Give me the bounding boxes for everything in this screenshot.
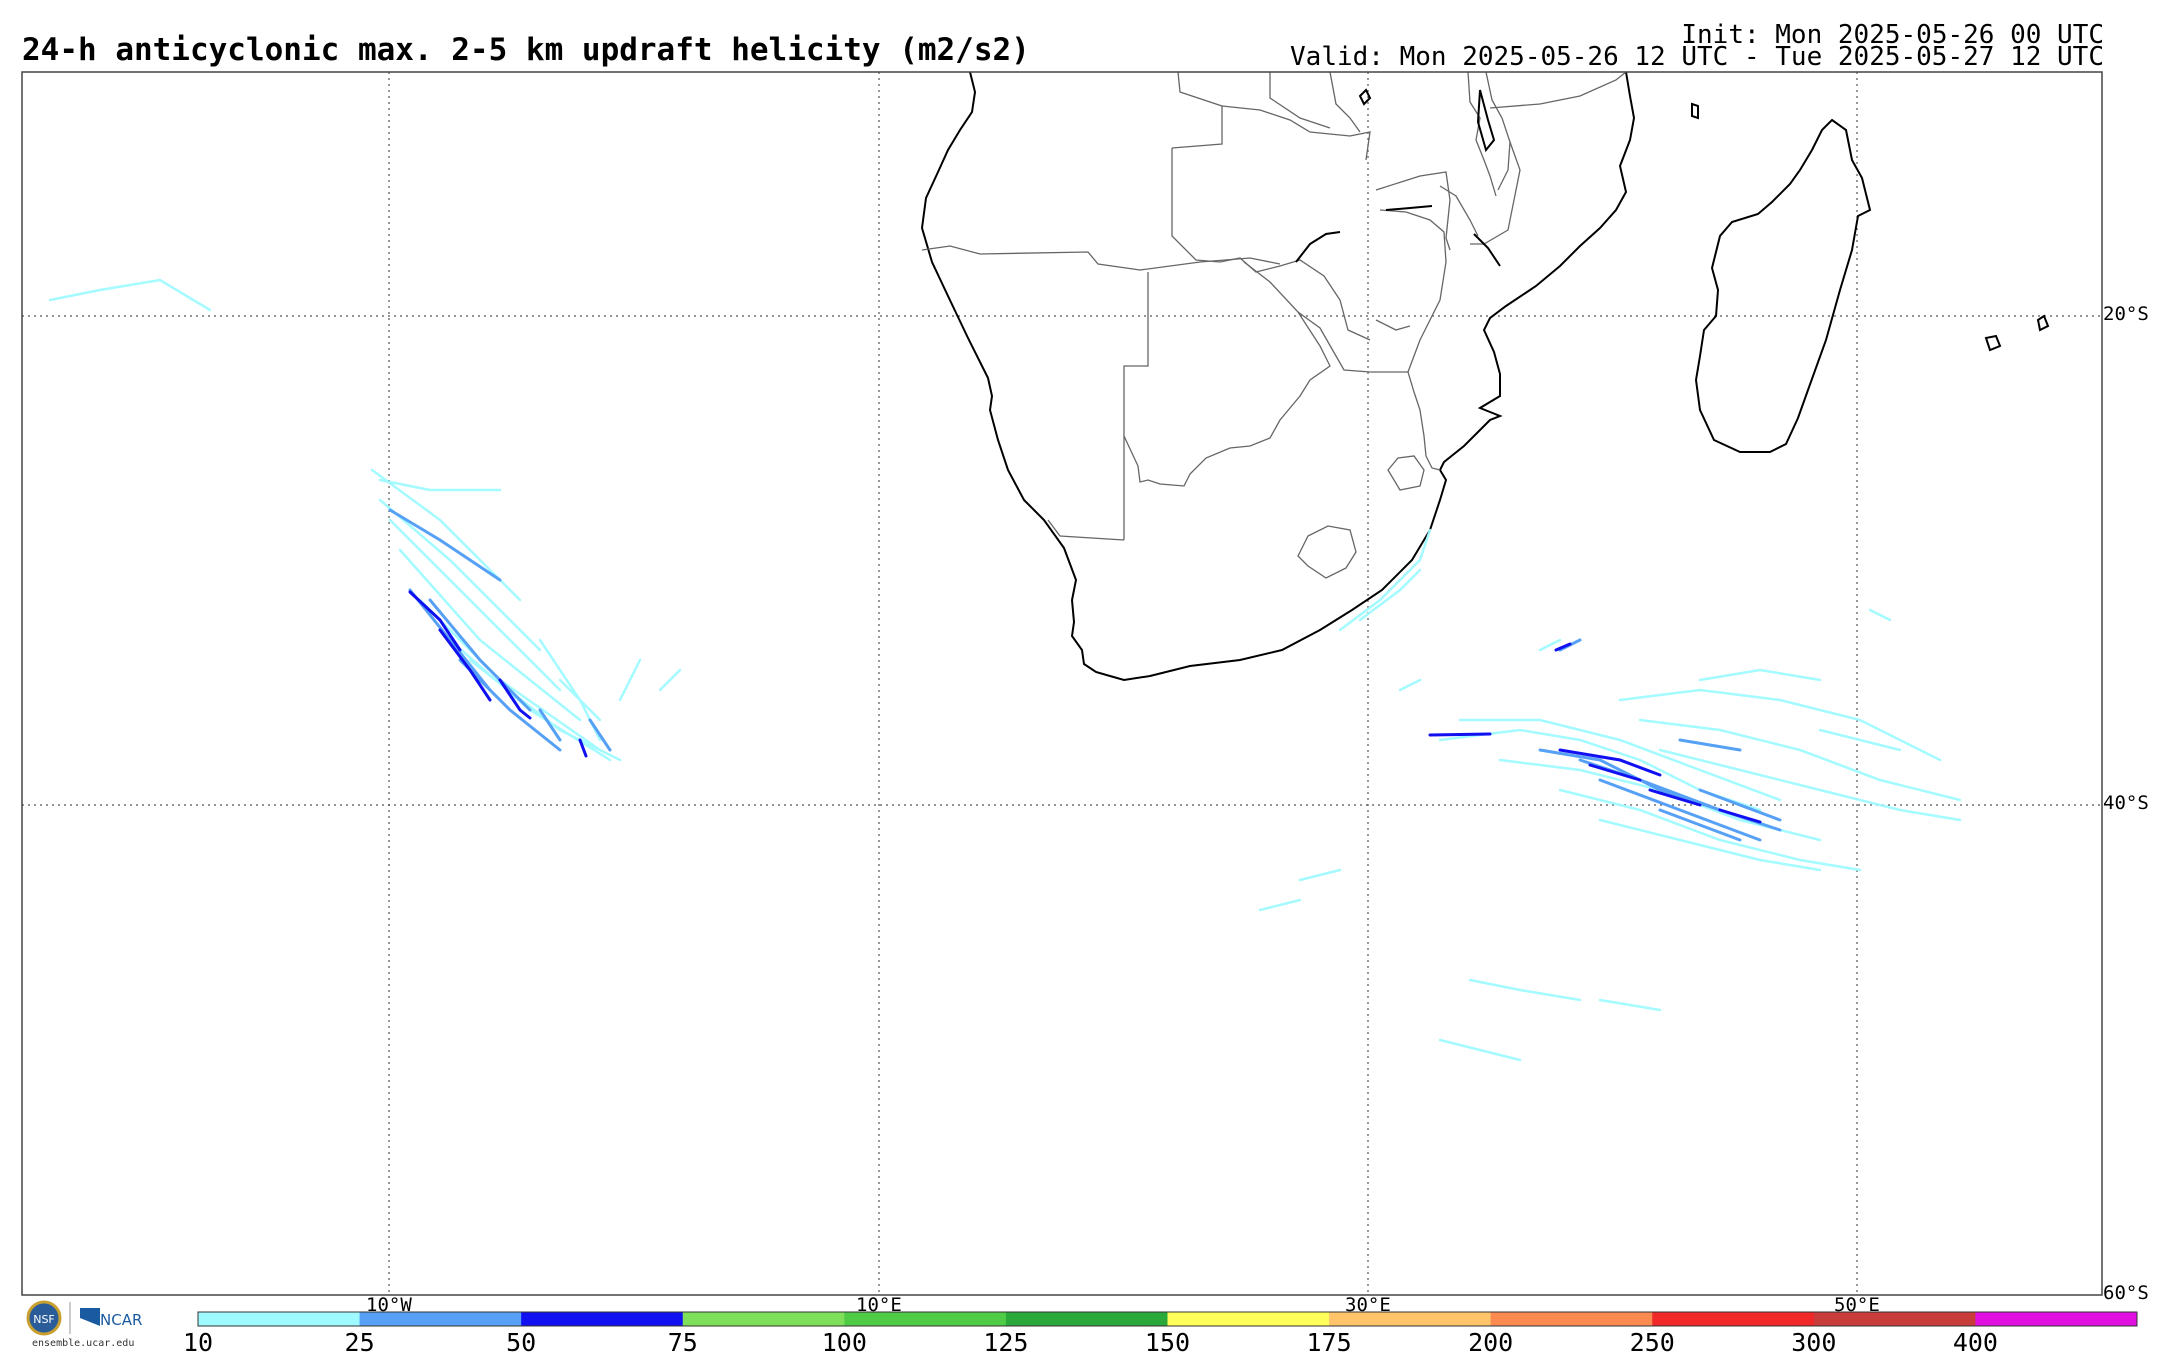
country-borders bbox=[921, 72, 1627, 579]
colorbar-tick-label: 400 bbox=[1952, 1328, 1998, 1357]
colorbar-swatch bbox=[682, 1312, 845, 1326]
colorbar-tick-label: 200 bbox=[1468, 1328, 1514, 1357]
colorbar-tick-label: 150 bbox=[1144, 1328, 1191, 1357]
logo: NSF NCAR bbox=[24, 1298, 154, 1342]
map-frame bbox=[21, 71, 2103, 1296]
lon-label: 10°W bbox=[366, 1294, 412, 1316]
lon-label: 10°E bbox=[856, 1294, 902, 1316]
colorbar-swatch bbox=[359, 1312, 522, 1326]
colorbar-swatch bbox=[1975, 1312, 2138, 1326]
colorbar-swatch bbox=[1652, 1312, 1815, 1326]
lon-label: 30°E bbox=[1345, 1294, 1391, 1316]
colorbar-tick-label: 75 bbox=[667, 1328, 698, 1357]
colorbar bbox=[197, 1311, 2138, 1327]
colorbar-frame bbox=[197, 1311, 2138, 1327]
colorbar-tick-label: 25 bbox=[344, 1328, 375, 1357]
colorbar-tick-label: 300 bbox=[1791, 1328, 1837, 1357]
valid-time: Valid: Mon 2025-05-26 12 UTC - Tue 2025-… bbox=[1290, 42, 2104, 72]
helicity-swaths bbox=[48, 278, 1962, 1062]
site-url: ensemble.ucar.edu bbox=[32, 1338, 135, 1349]
africa-coastline bbox=[920, 72, 1636, 682]
colorbar-swatch bbox=[1490, 1312, 1653, 1326]
lat-label: 20°S bbox=[2103, 303, 2149, 325]
colorbar-swatch bbox=[521, 1312, 684, 1326]
colorbar-swatch bbox=[1167, 1312, 1330, 1326]
colorbar-swatch bbox=[1005, 1312, 1168, 1326]
colorbar-tick-label: 50 bbox=[506, 1328, 537, 1357]
colorbar-tick-label: 10 bbox=[182, 1328, 214, 1357]
madagascar-outline bbox=[1694, 118, 1872, 453]
svg-text:NSF: NSF bbox=[33, 1313, 55, 1326]
page-title: 24-h anticyclonic max. 2-5 km updraft he… bbox=[22, 32, 1030, 68]
colorbar-swatch bbox=[198, 1312, 361, 1326]
lat-label: 40°S bbox=[2103, 792, 2149, 814]
lakes-and-islands bbox=[1295, 88, 2050, 453]
colorbar-tick-label: 100 bbox=[821, 1328, 867, 1357]
lat-label: 60°S bbox=[2103, 1282, 2149, 1304]
lon-label: 50°E bbox=[1834, 1294, 1880, 1316]
graticule bbox=[22, 72, 2102, 1295]
colorbar-tick-label: 250 bbox=[1629, 1328, 1675, 1357]
init-time: Init: Mon 2025-05-26 00 UTC bbox=[1681, 20, 2104, 50]
svg-text:NCAR: NCAR bbox=[100, 1311, 142, 1329]
nsf-logo-icon bbox=[26, 1300, 62, 1336]
colorbar-swatch bbox=[844, 1312, 1007, 1326]
colorbar-tick-label: 125 bbox=[983, 1328, 1029, 1357]
colorbar-tick-label: 175 bbox=[1306, 1328, 1352, 1357]
ncar-logo-icon bbox=[80, 1308, 100, 1326]
colorbar-swatch bbox=[1813, 1312, 1976, 1326]
colorbar-swatch bbox=[1329, 1312, 1492, 1326]
